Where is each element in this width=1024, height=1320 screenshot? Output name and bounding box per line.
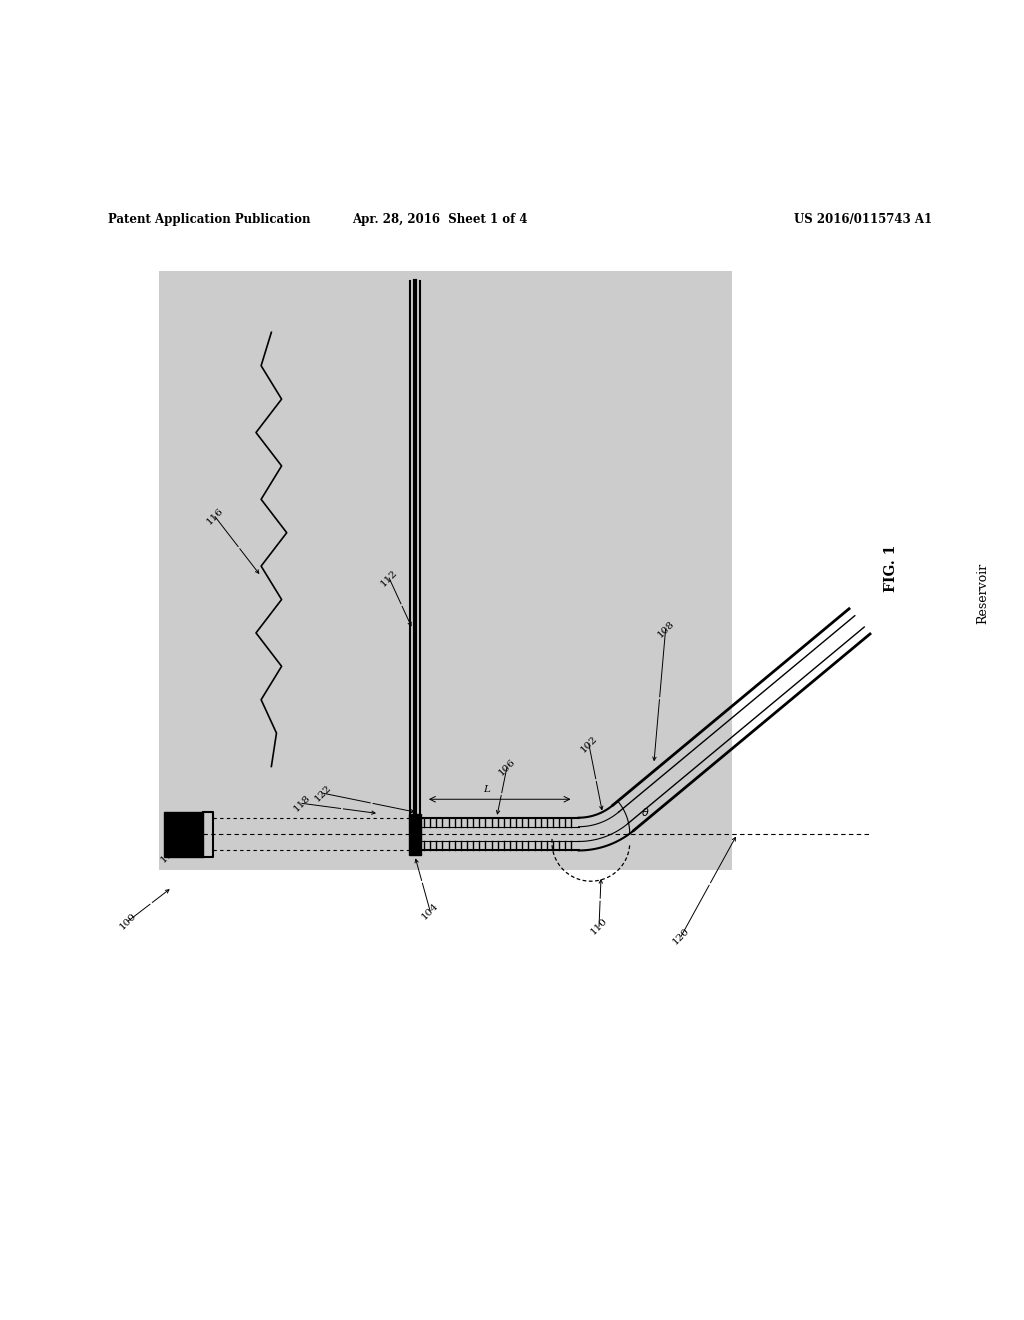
Text: 106: 106 bbox=[497, 758, 517, 777]
Text: Patent Application Publication: Patent Application Publication bbox=[108, 213, 310, 226]
Text: 118: 118 bbox=[292, 793, 312, 813]
Text: 102: 102 bbox=[579, 734, 599, 754]
Text: 116: 116 bbox=[205, 507, 225, 527]
Text: 110: 110 bbox=[589, 916, 609, 936]
Text: 122: 122 bbox=[312, 783, 333, 804]
Bar bbox=[159, 271, 732, 870]
Text: 114: 114 bbox=[159, 845, 179, 865]
Bar bbox=[409, 813, 421, 854]
Text: Reservoir: Reservoir bbox=[977, 562, 989, 624]
Text: FIG. 1: FIG. 1 bbox=[884, 544, 898, 591]
Text: US 2016/0115743 A1: US 2016/0115743 A1 bbox=[794, 213, 932, 226]
Text: 104: 104 bbox=[420, 900, 440, 921]
Bar bbox=[164, 812, 203, 857]
Text: 112: 112 bbox=[379, 568, 399, 589]
Text: 120: 120 bbox=[671, 927, 691, 946]
Text: Apr. 28, 2016  Sheet 1 of 4: Apr. 28, 2016 Sheet 1 of 4 bbox=[352, 213, 528, 226]
Text: $\theta$: $\theta$ bbox=[641, 805, 649, 817]
Text: L: L bbox=[483, 785, 489, 795]
Text: 100: 100 bbox=[118, 911, 138, 932]
Text: 108: 108 bbox=[655, 619, 676, 639]
